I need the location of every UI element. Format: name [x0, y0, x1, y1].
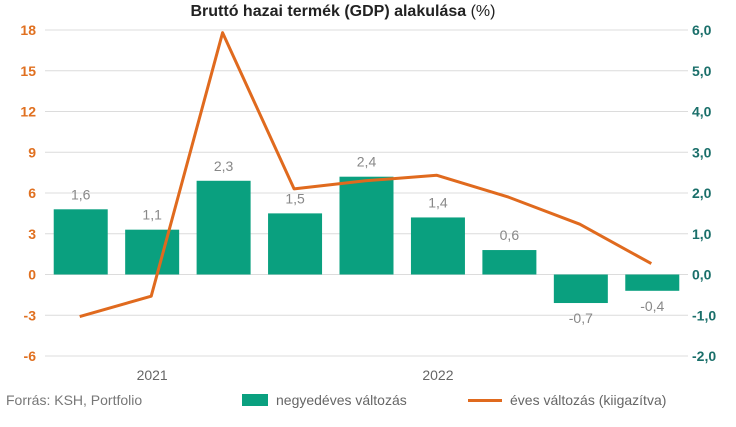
right-axis-ticks: 6,0 5,0 4,0 3,0 2,0 1,0 0,0 -1,0 -2,0 — [692, 22, 716, 364]
bar-value-label: -0,7 — [569, 310, 593, 326]
bar — [553, 274, 608, 304]
right-tick-label: -2,0 — [692, 348, 716, 364]
legend-line-swatch — [468, 398, 502, 402]
right-tick-label: 0,0 — [692, 267, 712, 283]
chart-title-unit: (%) — [470, 3, 496, 20]
right-tick-label: 1,0 — [692, 226, 712, 242]
right-tick-label: 4,0 — [692, 104, 712, 120]
bar — [339, 176, 394, 275]
legend-bar-label: negyedéves változás — [276, 392, 407, 408]
year-label: 2022 — [422, 367, 453, 383]
bar — [196, 180, 251, 275]
bar-value-label: 1,4 — [428, 194, 448, 210]
bar — [268, 213, 323, 275]
bar — [482, 250, 537, 275]
bar — [125, 229, 180, 275]
left-tick-label: 0 — [28, 267, 36, 283]
legend-bars: negyedéves változás — [242, 392, 407, 408]
bar-value-label: 1,1 — [142, 207, 162, 223]
bar-value-label: 1,5 — [285, 190, 305, 206]
right-tick-label: 5,0 — [692, 63, 712, 79]
bar-value-label: 2,4 — [357, 154, 377, 170]
bar-labels: 1,6 1,1 2,3 1,5 2,4 1,4 0,6 -0,7 -0,4 — [71, 154, 665, 326]
left-tick-label: 3 — [28, 226, 36, 242]
bar — [410, 217, 465, 275]
bar-value-label: 0,6 — [500, 227, 520, 243]
left-tick-label: 9 — [28, 144, 36, 160]
legend-line: éves változás (kiigazítva) — [468, 392, 666, 408]
left-tick-label: 15 — [20, 63, 36, 79]
left-tick-label: 18 — [20, 22, 36, 38]
legend-line-label: éves változás (kiigazítva) — [510, 392, 667, 408]
bar-value-label: -0,4 — [640, 298, 664, 314]
bar-series — [53, 176, 680, 304]
left-tick-label: 12 — [20, 104, 36, 120]
bar-value-label: 1,6 — [71, 186, 91, 202]
right-tick-label: 3,0 — [692, 144, 712, 160]
left-tick-label: -3 — [24, 307, 37, 323]
right-tick-label: -1,0 — [692, 307, 716, 323]
source-note: Forrás: KSH, Portfolio — [6, 392, 143, 408]
left-tick-label: -6 — [24, 348, 37, 364]
chart-title: Bruttó hazai termék (GDP) alakulása (%) — [0, 0, 686, 24]
chart-title-text: Bruttó hazai termék (GDP) alakulása — [190, 3, 467, 20]
bar-value-label: 2,3 — [214, 158, 234, 174]
left-tick-label: 6 — [28, 185, 36, 201]
line-series — [79, 31, 653, 319]
right-tick-label: 6,0 — [692, 22, 712, 38]
year-labels: 2021 2022 — [137, 367, 454, 383]
left-axis-ticks: 18 15 12 9 6 3 0 -3 -6 — [20, 22, 36, 364]
year-label: 2021 — [137, 367, 168, 383]
bar — [625, 274, 680, 291]
bar — [53, 209, 108, 275]
right-tick-label: 2,0 — [692, 185, 712, 201]
legend-bar-swatch — [242, 394, 268, 406]
